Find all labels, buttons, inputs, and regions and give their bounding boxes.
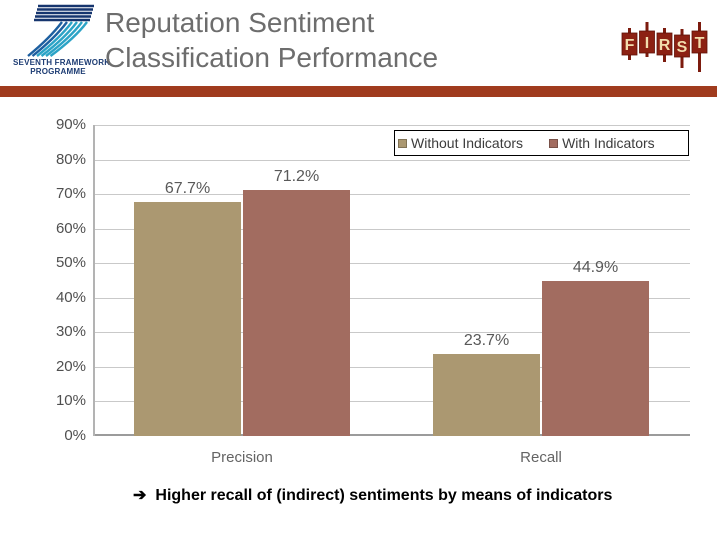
x-axis-line	[93, 434, 690, 436]
y-tick-label: 40%	[55, 289, 86, 306]
bar-without-indicators-recall	[433, 354, 540, 436]
gridline	[93, 229, 690, 230]
legend-marker-without-indicators-icon	[398, 138, 407, 148]
data-label: 67.7%	[164, 180, 211, 197]
gridline	[93, 125, 690, 126]
gridline	[93, 160, 690, 161]
first-logo: F I R S T	[620, 20, 712, 81]
gridline	[93, 194, 690, 195]
header-divider-bar	[0, 86, 717, 97]
first-letter: R	[659, 37, 671, 54]
first-letter: T	[695, 35, 705, 52]
y-tick-label: 20%	[55, 358, 86, 375]
gridline	[93, 263, 690, 264]
x-axis-label-precision: Precision	[211, 449, 273, 466]
data-label: 44.9%	[572, 259, 619, 276]
bar-without-indicators-precision	[134, 202, 241, 436]
legend-item-without-indicators: Without Indicators	[398, 135, 523, 151]
fp7-seven-icon	[27, 4, 94, 57]
first-letter: F	[625, 37, 635, 54]
first-letter: I	[645, 35, 649, 52]
plot-area: 67.7% 71.2% 23.7% 44.9%	[93, 125, 690, 436]
first-letter: S	[677, 39, 688, 56]
y-tick-label: 60%	[55, 220, 86, 237]
bar-with-indicators-recall	[542, 281, 649, 436]
arrow-right-icon: ➔	[133, 487, 147, 504]
gridline	[93, 332, 690, 333]
fp7-caption-line2: PROGRAMME	[30, 67, 86, 76]
fp7-logo: SEVENTH FRAMEWORK PROGRAMME	[13, 2, 111, 76]
y-tick-label: 0%	[64, 427, 86, 444]
legend-label: Without Indicators	[411, 135, 524, 151]
gridline	[93, 367, 690, 368]
data-label: 23.7%	[463, 332, 510, 349]
y-tick-label: 80%	[55, 151, 86, 168]
y-tick-label: 50%	[55, 254, 86, 271]
y-tick-label: 70%	[55, 185, 86, 202]
legend-label: With Indicators	[562, 135, 655, 151]
legend-item-with-indicators: With Indicators	[549, 135, 655, 151]
y-tick-label: 10%	[55, 392, 86, 409]
x-axis-label-recall: Recall	[520, 449, 562, 466]
chart-legend: Without Indicators With Indicators	[394, 130, 689, 156]
legend-marker-with-indicators-icon	[549, 138, 559, 148]
slide-title: Reputation Sentiment Classification Perf…	[105, 5, 438, 75]
first-candlestick-icon: F I R S T	[621, 22, 708, 72]
conclusion-caption: ➔ Higher recall of (indirect) sentiments …	[133, 485, 612, 505]
y-axis-line	[93, 125, 95, 436]
conclusion-text: Higher recall of (indirect) sentiments b…	[155, 487, 613, 504]
fp7-caption-line1: SEVENTH FRAMEWORK	[13, 58, 111, 67]
y-tick-label: 90%	[55, 116, 86, 133]
slide-title-line1: Reputation Sentiment	[105, 7, 375, 38]
gridline	[93, 401, 690, 402]
bar-with-indicators-precision	[243, 190, 350, 436]
slide-title-line2: Classification Performance	[105, 42, 439, 73]
data-label: 71.2%	[273, 168, 320, 185]
y-tick-label: 30%	[55, 323, 86, 340]
gridline	[93, 298, 690, 299]
